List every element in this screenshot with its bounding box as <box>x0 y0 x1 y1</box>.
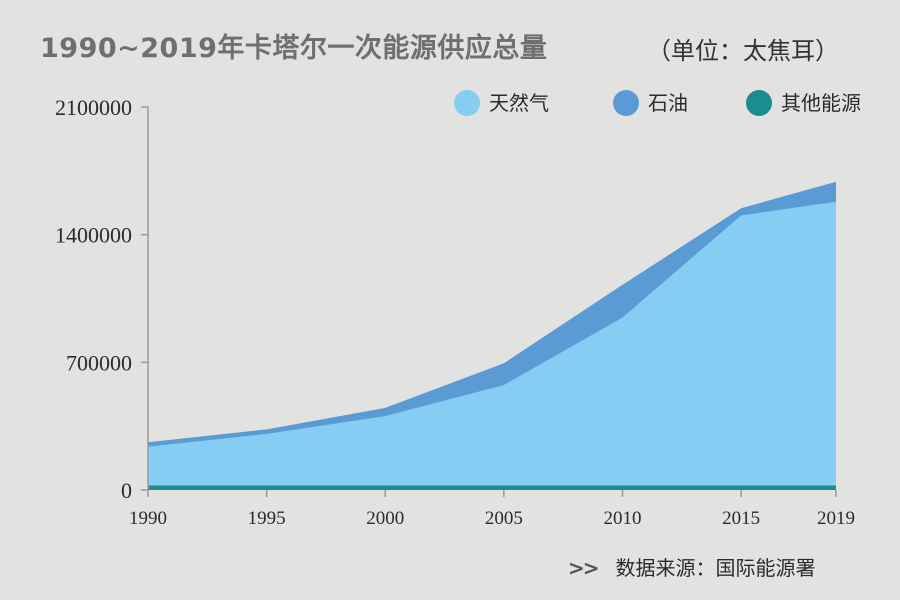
legend: 天然气 石油 其他能源 <box>454 90 861 116</box>
x-tick-label: 1990 <box>129 508 167 529</box>
legend-label: 石油 <box>648 91 688 115</box>
unit-label: （单位：太焦耳） <box>647 37 839 65</box>
x-tick-label: 2005 <box>485 508 523 529</box>
legend-swatch <box>454 90 480 116</box>
y-tick-label: 2100000 <box>55 95 132 120</box>
legend-label: 其他能源 <box>781 91 861 115</box>
source-text: 数据来源：国际能源署 <box>615 556 816 580</box>
x-tick-label: 1995 <box>248 508 286 529</box>
x-tick-label: 2019 <box>817 508 855 529</box>
y-tick-label: 0 <box>121 478 132 503</box>
area-series-0 <box>148 485 836 490</box>
area-layers <box>148 181 836 490</box>
axes: 0 700000 1400000 2100000 1990 1995 2000 2005 201… <box>55 95 855 529</box>
area-series-1 <box>148 201 836 486</box>
area-series-2 <box>148 181 836 447</box>
chart-title: 1990~2019年卡塔尔一次能源供应总量 <box>40 33 548 64</box>
source-note: >> 数据来源：国际能源署 <box>568 552 816 581</box>
source-arrow: >> <box>568 556 599 580</box>
legend-swatch <box>613 90 639 116</box>
x-tick-label: 2015 <box>722 508 760 529</box>
x-tick-label: 2000 <box>366 508 404 529</box>
y-tick-label: 1400000 <box>55 223 132 248</box>
legend-item: 其他能源 <box>746 90 861 116</box>
legend-item: 石油 <box>613 90 688 116</box>
legend-item: 天然气 <box>454 90 549 116</box>
legend-label: 天然气 <box>489 91 549 115</box>
x-tick-label: 2010 <box>603 508 641 529</box>
legend-swatch <box>746 90 772 116</box>
y-tick-label: 700000 <box>66 350 132 375</box>
